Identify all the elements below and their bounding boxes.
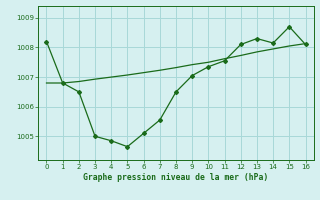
X-axis label: Graphe pression niveau de la mer (hPa): Graphe pression niveau de la mer (hPa): [84, 173, 268, 182]
